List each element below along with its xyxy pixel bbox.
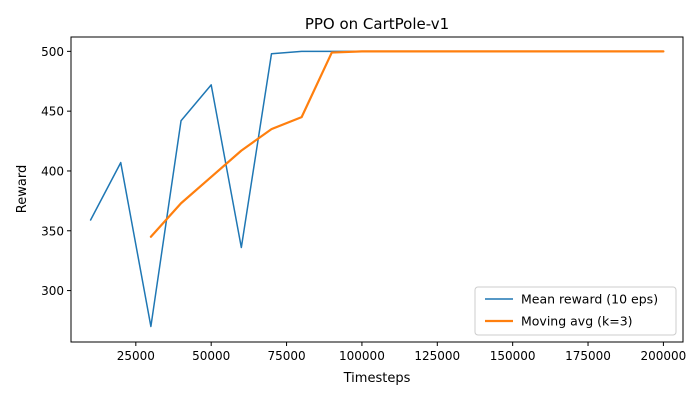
series-line-moving-avg-k-3 <box>149 50 665 238</box>
legend-label-mean-reward: Mean reward (10 eps) <box>521 292 658 307</box>
x-tick-label: 200000 <box>640 349 686 363</box>
x-axis-label: Timesteps <box>343 371 411 386</box>
legend-box <box>474 286 677 336</box>
x-tick-label: 175000 <box>565 349 611 363</box>
x-tick-label: 150000 <box>490 349 536 363</box>
chart-title: PPO on CartPole-v1 <box>305 15 449 33</box>
series-layer <box>89 50 665 328</box>
y-tick-label: 400 <box>41 164 64 178</box>
y-tick-label: 500 <box>41 45 64 59</box>
plot-area <box>70 36 684 343</box>
x-tick-label: 25000 <box>117 349 155 363</box>
y-tick-label: 450 <box>41 105 64 119</box>
legend: Mean reward (10 eps) Moving avg (k=3) <box>474 286 677 336</box>
x-tick-label: 75000 <box>267 349 305 363</box>
x-tick-label: 50000 <box>192 349 230 363</box>
x-tick-label: 125000 <box>414 349 460 363</box>
y-tick-label: 350 <box>41 224 64 238</box>
x-axis-ticks: 25000 50000 75000 100000 125000 150000 175000 2… <box>117 342 686 363</box>
legend-label-moving-avg: Moving avg (k=3) <box>521 314 633 329</box>
y-tick-label: 300 <box>41 284 64 298</box>
x-tick-label: 100000 <box>339 349 385 363</box>
plot-frame <box>70 36 684 343</box>
y-axis-label: Reward <box>15 165 30 213</box>
y-axis-ticks: 300 350 400 450 500 <box>41 45 71 298</box>
